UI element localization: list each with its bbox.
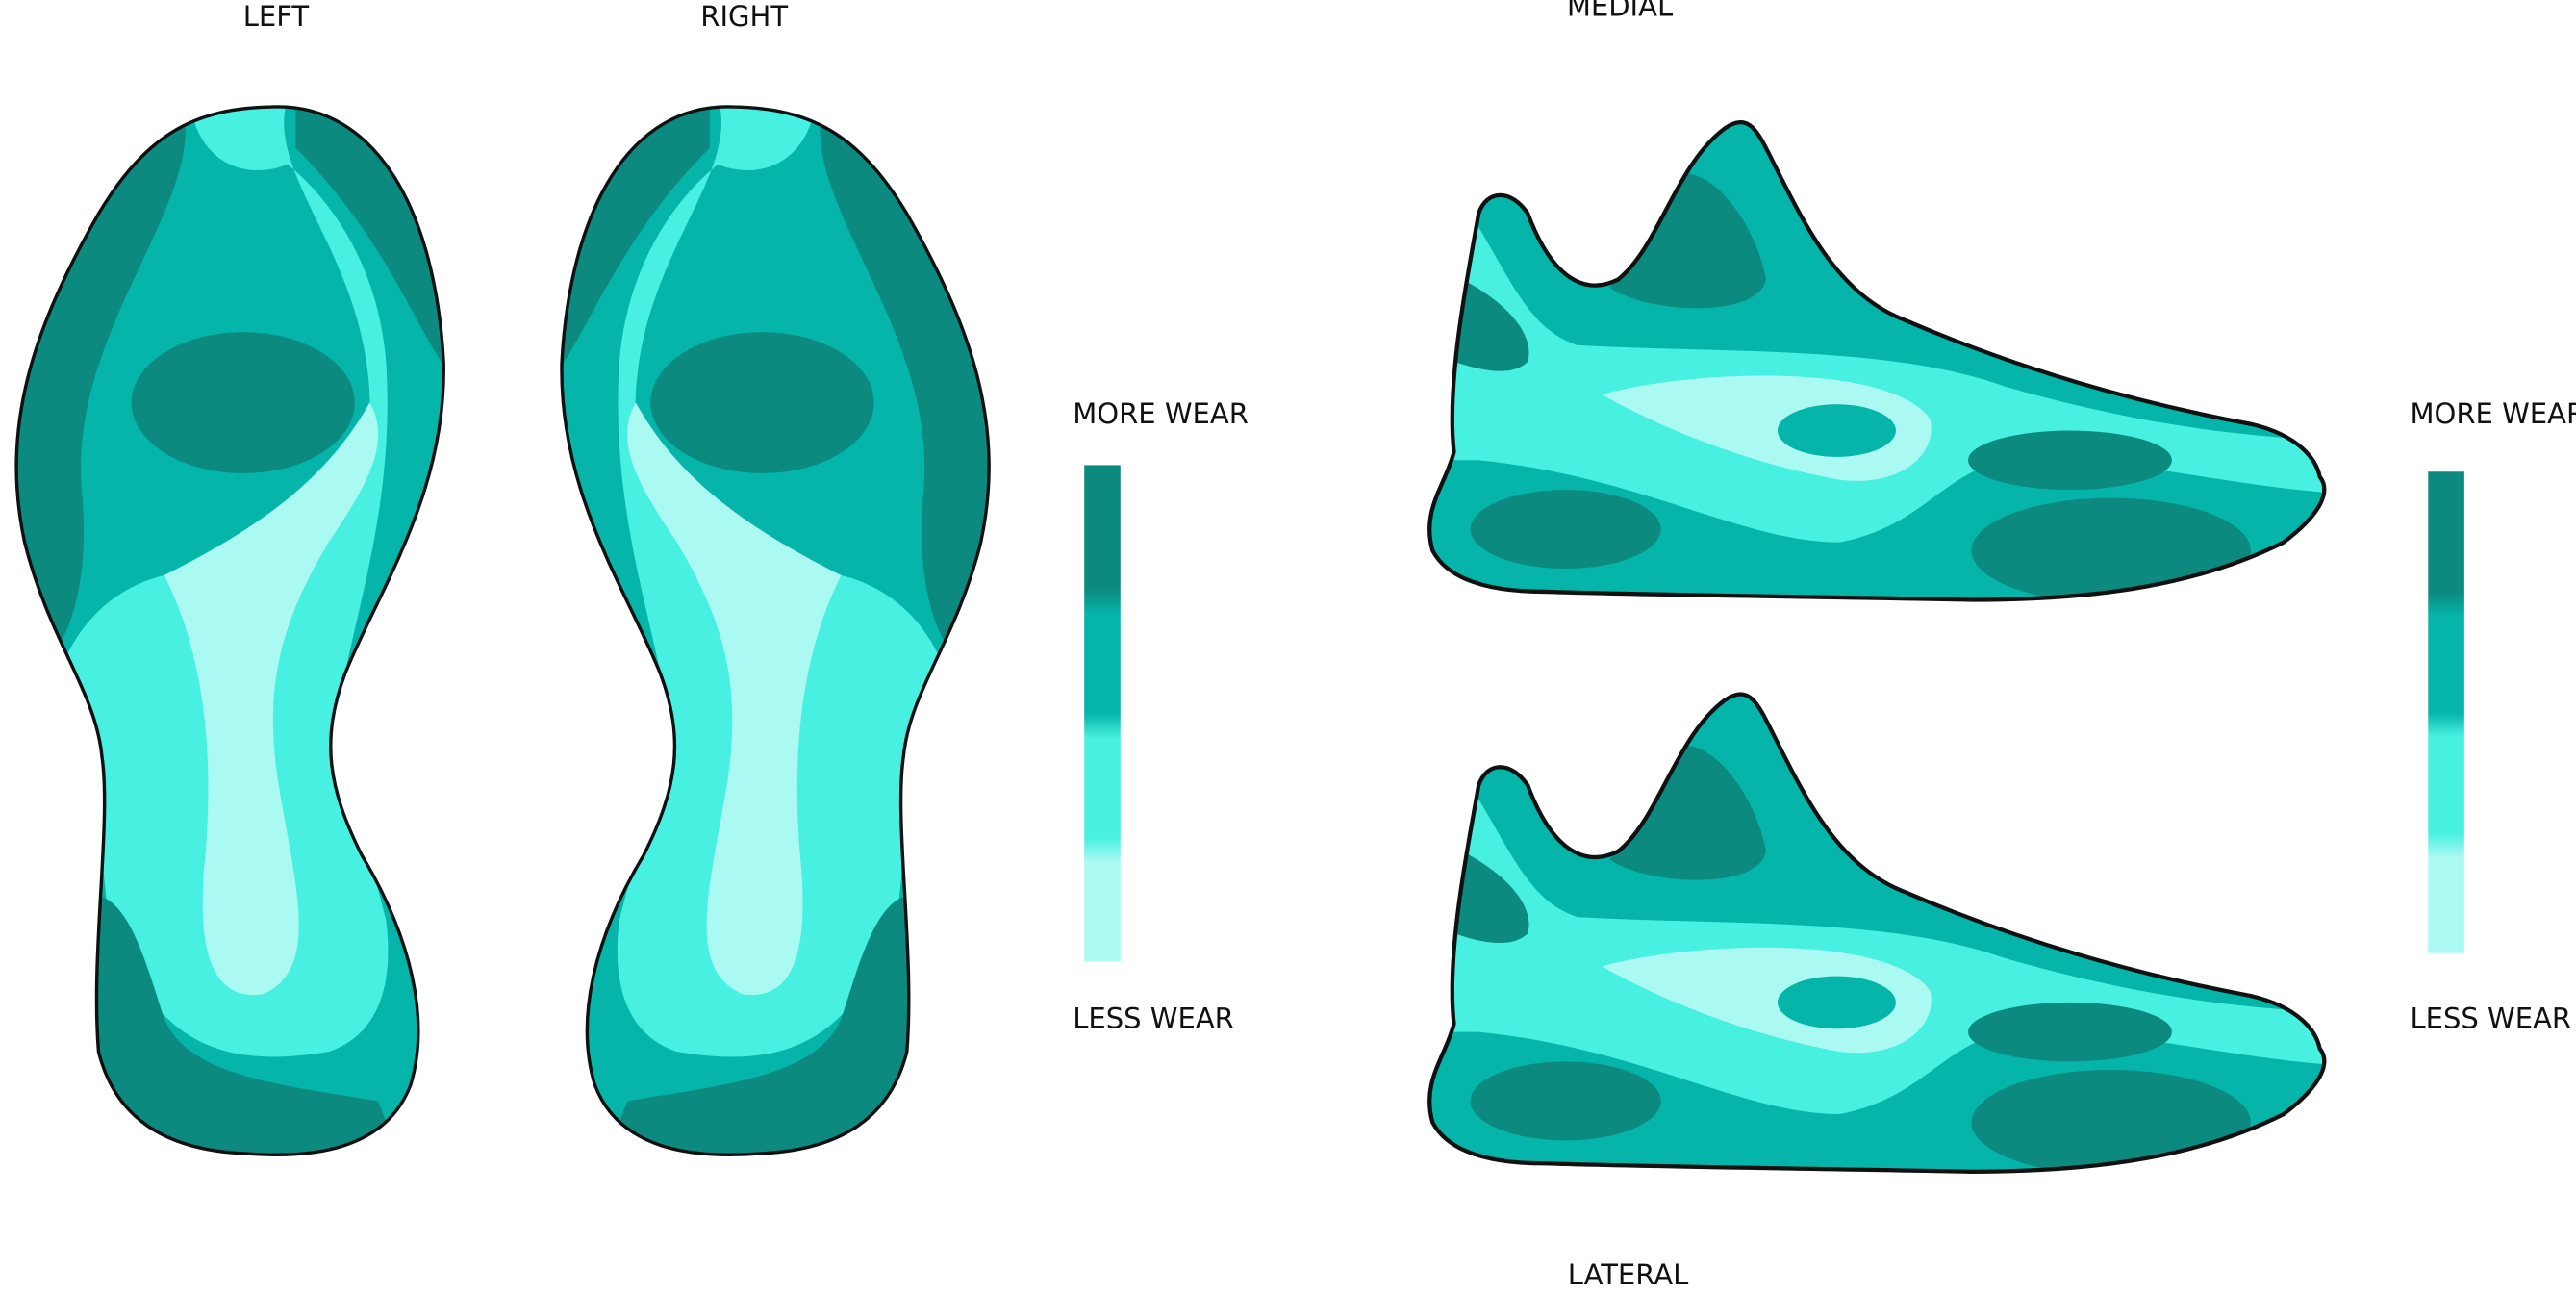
lateral-shoe xyxy=(1413,671,2350,1197)
wear-scale xyxy=(1084,465,1121,962)
legend-label: MORE WEAR xyxy=(2411,397,2576,430)
legend-label: MORE WEAR xyxy=(1073,397,1249,430)
legend-label: LESS WEAR xyxy=(2411,1003,2572,1035)
medial-shoe xyxy=(1413,99,2350,625)
legend-label: LESS WEAR xyxy=(1073,1003,1234,1035)
view-label: LATERAL xyxy=(1568,1258,1689,1291)
wear-scale xyxy=(2428,471,2464,953)
sole-label: LEFT xyxy=(243,0,310,33)
left-sole xyxy=(0,82,476,1182)
sole-label: RIGHT xyxy=(700,0,788,33)
view-label: MEDIAL xyxy=(1567,0,1674,23)
right-sole xyxy=(529,82,1005,1182)
